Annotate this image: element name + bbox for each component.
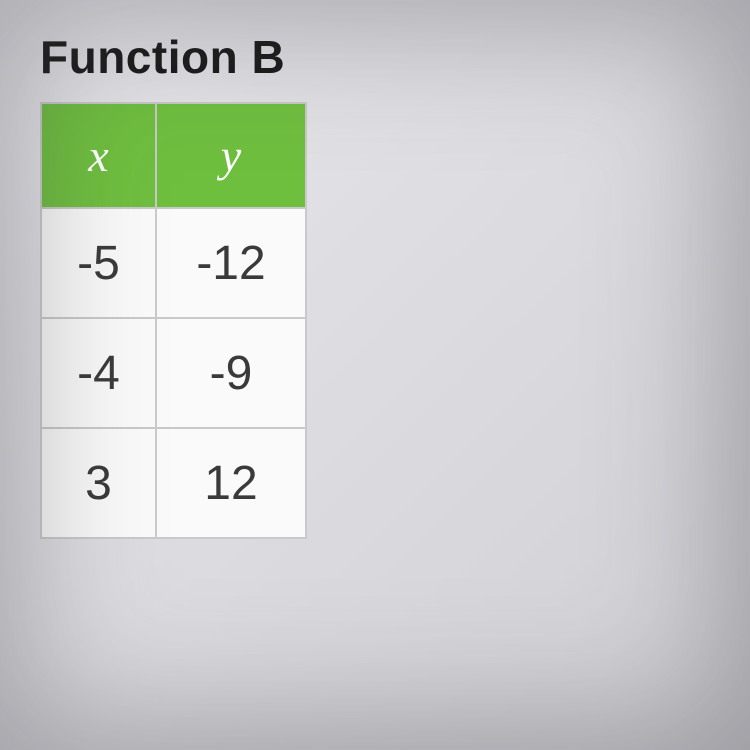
page-title: Function B	[40, 30, 710, 84]
cell-y: 12	[156, 428, 306, 538]
table-row: -4 -9	[41, 318, 306, 428]
col-header-y: y	[156, 103, 306, 208]
cell-y: -12	[156, 208, 306, 318]
table-row: -5 -12	[41, 208, 306, 318]
cell-x: 3	[41, 428, 156, 538]
table-header-row: x y	[41, 103, 306, 208]
table-row: 3 12	[41, 428, 306, 538]
col-header-x: x	[41, 103, 156, 208]
cell-x: -4	[41, 318, 156, 428]
function-table: x y -5 -12 -4 -9 3 12	[40, 102, 307, 539]
cell-y: -9	[156, 318, 306, 428]
cell-x: -5	[41, 208, 156, 318]
